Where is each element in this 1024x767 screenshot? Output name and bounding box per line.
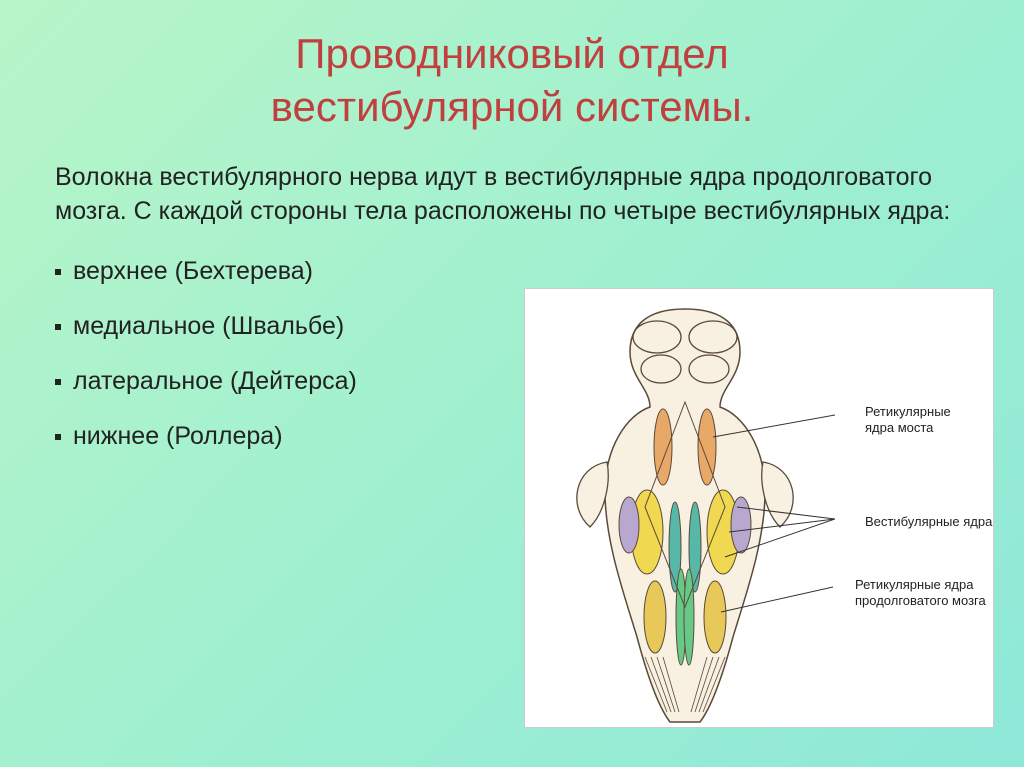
brainstem-svg xyxy=(535,297,835,727)
bullet-icon xyxy=(55,269,61,275)
list-item: верхнее (Бехтерева) xyxy=(55,257,1024,286)
title-line-2: вестибулярной системы. xyxy=(271,83,754,130)
slide-title: Проводниковый отдел вестибулярной систем… xyxy=(0,0,1024,133)
diagram-label: Ретикулярныеядра моста xyxy=(865,404,951,435)
bullet-text: латеральное (Дейтерса) xyxy=(73,367,357,396)
bullet-icon xyxy=(55,324,61,330)
intro-paragraph: Волокна вестибулярного нерва идут в вест… xyxy=(0,133,1024,239)
bullet-text: нижнее (Роллера) xyxy=(73,422,283,451)
diagram-label: Вестибулярные ядра xyxy=(865,514,992,530)
bullet-icon xyxy=(55,434,61,440)
brainstem-diagram: Ретикулярныеядра моста Вестибулярные ядра… xyxy=(524,288,994,728)
bullet-icon xyxy=(55,379,61,385)
bullet-text: верхнее (Бехтерева) xyxy=(73,257,313,286)
title-line-1: Проводниковый отдел xyxy=(295,30,728,77)
diagram-label: Ретикулярные ядрапродолговатого мозга xyxy=(855,577,986,608)
bullet-text: медиальное (Швальбе) xyxy=(73,312,344,341)
